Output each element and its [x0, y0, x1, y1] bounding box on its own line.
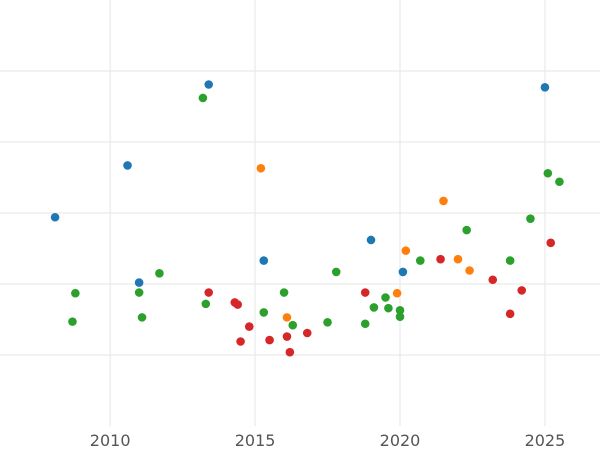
data-point-green	[198, 93, 208, 103]
data-point-orange	[465, 266, 474, 275]
data-point-orange	[453, 254, 463, 264]
data-point-orange	[439, 196, 448, 206]
data-point-green	[505, 256, 515, 265]
data-point-orange	[401, 246, 411, 255]
x-tick-label: 2010	[90, 431, 131, 450]
data-point-green	[288, 320, 298, 330]
data-point-green	[259, 308, 269, 317]
x-tick-label: 2015	[235, 431, 276, 450]
data-point-red	[265, 335, 274, 345]
data-point-green	[331, 267, 341, 277]
data-point-red	[546, 238, 556, 248]
data-point-red	[233, 300, 242, 309]
gridlines	[0, 0, 600, 426]
data-point-red	[360, 288, 370, 297]
data-point-red	[282, 332, 292, 341]
data-point-green	[555, 177, 564, 187]
data-point-orange	[392, 288, 402, 298]
data-point-green	[462, 225, 471, 235]
data-point-green	[155, 269, 164, 278]
data-point-green	[381, 293, 390, 302]
data-point-green	[369, 303, 379, 312]
data-point-red	[517, 286, 527, 295]
x-axis-ticks: 2010 2015 2020 2025	[90, 431, 566, 450]
data-point-blue	[123, 161, 132, 170]
data-point-red	[204, 288, 213, 297]
series-blue	[50, 80, 550, 287]
data-point-green	[279, 288, 289, 297]
data-point-red	[505, 309, 515, 319]
data-point-green	[68, 317, 77, 326]
series-green	[68, 93, 564, 330]
data-point-blue	[204, 80, 213, 89]
data-point-red	[488, 275, 498, 285]
data-point-green	[71, 288, 80, 298]
data-point-green	[384, 303, 393, 313]
x-tick-label: 2025	[525, 431, 566, 450]
data-point-green	[137, 313, 147, 322]
data-point-green	[134, 288, 144, 297]
data-point-green	[543, 168, 553, 178]
data-point-blue	[259, 256, 269, 265]
data-point-blue	[540, 83, 550, 92]
data-point-green	[395, 305, 405, 315]
data-point-red	[302, 328, 312, 338]
data-point-orange	[256, 163, 266, 173]
data-point-orange	[282, 313, 292, 322]
data-point-blue	[398, 267, 408, 277]
data-point-red	[285, 347, 295, 357]
data-points	[50, 80, 564, 357]
data-point-red	[436, 254, 445, 264]
data-point-green	[201, 299, 211, 309]
data-point-green	[415, 256, 425, 265]
series-red	[204, 238, 556, 357]
data-point-red	[244, 322, 254, 331]
data-point-blue	[134, 278, 144, 287]
x-tick-label: 2020	[380, 431, 421, 450]
data-point-green	[526, 214, 535, 223]
data-point-blue	[366, 235, 376, 245]
data-point-blue	[50, 212, 60, 222]
data-point-green	[360, 319, 370, 329]
series-orange	[256, 163, 474, 322]
data-point-green	[395, 312, 405, 321]
data-point-red	[236, 337, 245, 346]
data-point-green	[323, 318, 332, 327]
